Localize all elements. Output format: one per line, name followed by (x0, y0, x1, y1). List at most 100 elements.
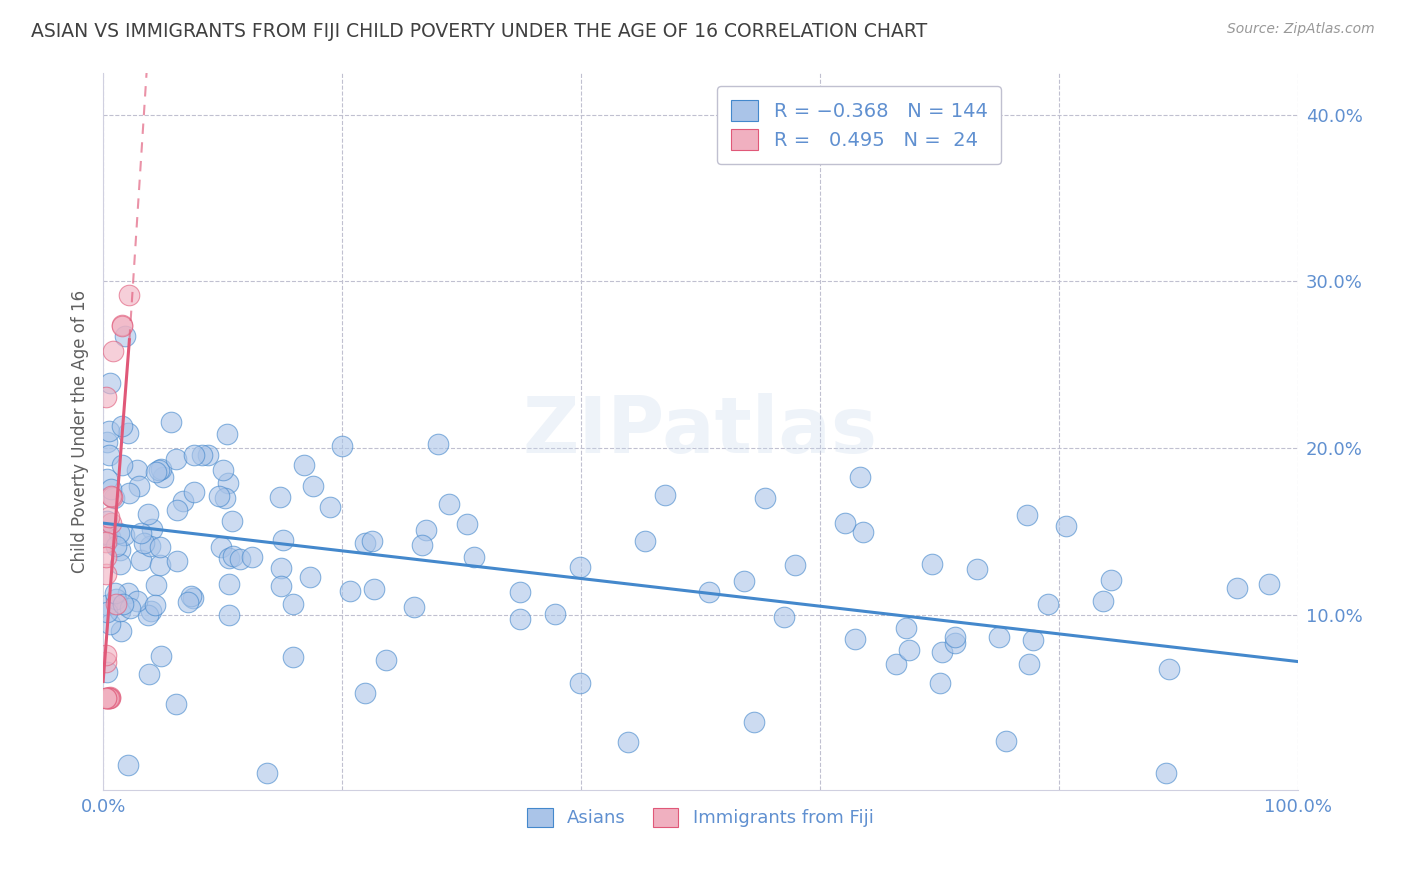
Point (96, 526, 118, 541)
Point (128, 479, 150, 493)
Point (96, 514, 118, 528)
Point (136, 507, 159, 521)
Point (143, 598, 166, 612)
Point (112, 527, 135, 541)
Point (921, 558, 943, 572)
Point (988, 630, 1011, 644)
Point (101, 344, 124, 359)
Point (104, 585, 127, 599)
Point (218, 551, 240, 566)
Point (360, 533, 382, 548)
Point (1038, 597, 1060, 611)
Point (118, 288, 141, 302)
Point (217, 476, 239, 491)
Point (145, 465, 167, 479)
Point (183, 485, 205, 500)
Point (101, 490, 124, 504)
Point (544, 607, 567, 621)
Point (256, 766, 278, 780)
Point (94, 530, 117, 544)
Point (125, 594, 148, 608)
Point (105, 592, 128, 607)
Point (98, 691, 121, 706)
Point (229, 552, 252, 566)
Point (100, 616, 122, 631)
Point (374, 653, 396, 667)
Point (898, 643, 921, 657)
Point (129, 525, 152, 540)
Point (415, 523, 437, 537)
Point (1157, 662, 1180, 676)
Point (404, 600, 426, 615)
Point (353, 536, 375, 550)
Point (98, 448, 121, 462)
Text: ZIPatlas: ZIPatlas (523, 393, 877, 469)
Point (104, 539, 127, 553)
Point (1015, 508, 1038, 522)
Point (281, 597, 304, 611)
Point (166, 503, 188, 517)
Point (1099, 573, 1122, 587)
Point (98, 530, 121, 544)
Point (302, 479, 325, 493)
Point (463, 550, 485, 565)
Point (145, 578, 167, 592)
Point (298, 570, 321, 584)
Point (1091, 594, 1114, 608)
Point (98, 509, 121, 524)
Point (849, 470, 872, 484)
Point (1054, 518, 1077, 533)
Point (165, 452, 187, 467)
Point (1018, 657, 1040, 672)
Point (149, 558, 172, 573)
Point (212, 463, 235, 477)
Point (509, 585, 531, 599)
Point (96, 655, 118, 669)
Point (141, 522, 163, 536)
Point (339, 583, 361, 598)
Point (634, 534, 657, 549)
Point (183, 448, 205, 462)
Point (754, 491, 776, 505)
Point (148, 463, 170, 477)
Point (844, 632, 866, 646)
Point (269, 491, 291, 505)
Point (94, 648, 117, 662)
Point (270, 561, 292, 575)
Point (209, 541, 232, 555)
Point (437, 497, 460, 511)
Point (108, 525, 131, 540)
Point (1156, 766, 1178, 780)
Point (138, 539, 160, 553)
Point (100, 516, 122, 531)
Point (103, 491, 125, 505)
Point (94, 549, 117, 564)
Point (100, 482, 122, 496)
Point (97, 691, 120, 706)
Point (834, 516, 856, 530)
Point (96, 567, 118, 582)
Point (108, 557, 131, 571)
Point (773, 610, 796, 624)
Point (785, 558, 807, 572)
Point (177, 595, 200, 609)
Point (118, 601, 141, 615)
Point (363, 582, 385, 596)
Point (96, 472, 118, 486)
Point (114, 329, 136, 343)
Point (1022, 632, 1045, 647)
Text: Source: ZipAtlas.com: Source: ZipAtlas.com (1227, 22, 1375, 37)
Point (218, 577, 240, 591)
Point (197, 448, 219, 462)
Legend: Asians, Immigrants from Fiji: Asians, Immigrants from Fiji (520, 800, 880, 835)
Point (165, 697, 187, 711)
Point (654, 488, 676, 502)
Y-axis label: Child Poverty Under the Age of 16: Child Poverty Under the Age of 16 (72, 290, 89, 573)
Point (894, 621, 917, 635)
Point (943, 635, 966, 649)
Point (150, 648, 173, 663)
Point (929, 676, 952, 690)
Point (152, 469, 174, 483)
Point (411, 538, 433, 552)
Point (117, 425, 139, 440)
